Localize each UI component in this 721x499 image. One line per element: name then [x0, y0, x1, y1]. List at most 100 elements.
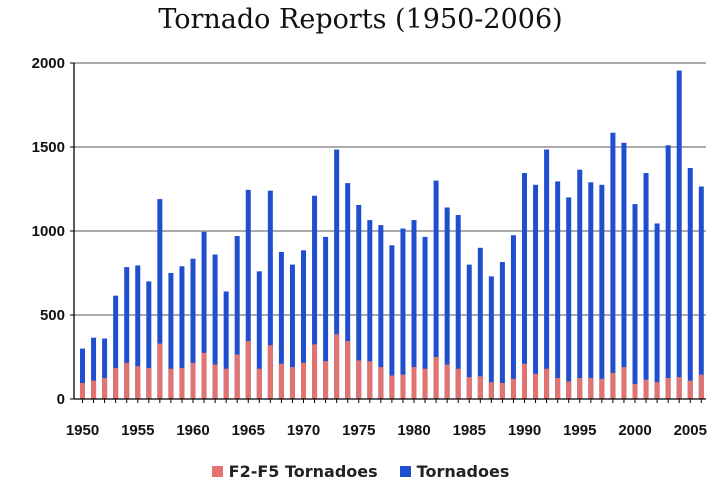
bar-f2-f5-1980 [411, 367, 417, 399]
bar-f2-f5-1979 [400, 374, 406, 399]
bar-f2-f5-1954 [124, 362, 130, 399]
x-tick-labels: 1950 1955 1960 1965 1970 1975 1980 1985 1990 1995… [66, 422, 707, 439]
bar-f2-f5-1975 [356, 360, 362, 399]
x-tick-label-1980: 1980 [397, 422, 430, 439]
bar-tornadoes-1963 [223, 291, 229, 399]
bar-f2-f5-1956 [146, 367, 152, 399]
bar-tornadoes-1969 [289, 264, 295, 399]
bar-tornadoes-1978 [389, 245, 395, 399]
axes [70, 62, 706, 403]
bar-tornadoes-1968 [278, 252, 284, 399]
bar-f2-f5-1998 [610, 372, 616, 399]
x-tick-label-2005: 2005 [674, 422, 707, 439]
bar-tornadoes-1980 [411, 220, 417, 399]
bar-f2-f5-1966 [256, 368, 262, 399]
bar-tornadoes-1972 [323, 236, 329, 399]
y-tick-label-0: 0 [57, 391, 65, 408]
bar-f2-f5-1971 [312, 344, 318, 399]
bar-f2-f5-1970 [301, 362, 306, 399]
bar-tornadoes-2002 [654, 223, 660, 399]
bar-f2-f5-2006 [698, 374, 704, 399]
bar-f2-f5-1973 [334, 334, 340, 399]
bar-tornadoes-1952 [102, 338, 108, 399]
bar-f2-f5-1950 [80, 383, 85, 399]
bar-f2-f5-1958 [168, 368, 174, 399]
bar-tornadoes-1974 [345, 183, 351, 399]
bar-tornadoes-1994 [566, 197, 572, 399]
bar-f2-f5-1991 [533, 373, 539, 399]
bar-tornadoes-1967 [267, 190, 273, 399]
bar-f2-f5-1977 [378, 367, 384, 399]
bar-tornadoes-1979 [400, 228, 406, 399]
bar-f2-f5-1978 [389, 375, 395, 399]
bar-tornadoes-1957 [157, 199, 163, 399]
bar-tornadoes-1986 [477, 247, 483, 399]
bar-f2-f5-1989 [510, 378, 516, 399]
x-tick-label-1985: 1985 [453, 422, 486, 439]
bar-f2-f5-1968 [278, 363, 284, 399]
bar-tornadoes-1951 [91, 337, 97, 399]
bar-f2-f5-1992 [544, 368, 550, 399]
bar-tornadoes-1965 [245, 189, 251, 399]
bar-tornadoes-1950 [80, 348, 85, 399]
bar-f2-f5-1963 [223, 368, 229, 399]
bar-tornadoes-1988 [499, 262, 505, 399]
bar-tornadoes-1961 [201, 231, 207, 399]
bar-tornadoes-1953 [113, 295, 119, 399]
bar-tornadoes-1976 [367, 220, 373, 399]
bar-tornadoes-1995 [577, 169, 583, 399]
bar-f2-f5-1981 [422, 368, 428, 399]
bar-tornadoes-2003 [665, 145, 671, 399]
legend-swatch-f2-f5 [211, 466, 223, 477]
legend-swatch-tornadoes [399, 466, 411, 477]
x-tick-label-2000: 2000 [618, 422, 651, 439]
bar-tornadoes-1982 [433, 180, 439, 399]
legend-label-tornadoes: Tornadoes [416, 462, 510, 481]
bar-f2-f5-1995 [577, 378, 583, 399]
bar-tornadoes-1992 [544, 149, 550, 399]
bar-tornadoes-1955 [135, 265, 141, 399]
bar-tornadoes-1997 [599, 184, 605, 399]
bar-f2-f5-2002 [654, 382, 660, 399]
bar-f2-f5-2001 [643, 379, 649, 399]
bar-tornadoes-1960 [190, 258, 196, 399]
bar-f2-f5-1993 [555, 378, 561, 399]
bar-f2-f5-2005 [687, 380, 693, 399]
bar-tornadoes-1964 [234, 236, 240, 399]
bar-f2-f5-1955 [135, 366, 141, 399]
bar-f2-f5-1976 [367, 361, 373, 399]
bar-f2-f5-1997 [599, 378, 605, 399]
bar-f2-f5-1985 [466, 377, 472, 399]
legend-label-f2-f5: F2-F5 Tornadoes [228, 462, 378, 481]
bar-f2-f5-1961 [201, 352, 207, 399]
bar-f2-f5-1987 [488, 382, 494, 399]
bar-f2-f5-1990 [522, 363, 527, 399]
f2-f5-series [80, 334, 704, 399]
x-tick-label-1990: 1990 [508, 422, 541, 439]
bar-tornadoes-1990 [522, 173, 527, 399]
legend-item-f2-f5: F2-F5 Tornadoes [211, 462, 378, 481]
bar-f2-f5-1969 [289, 367, 295, 399]
bar-tornadoes-1977 [378, 225, 384, 399]
bar-f2-f5-1974 [345, 341, 351, 399]
bar-tornadoes-1954 [124, 267, 130, 399]
y-tick-label-1000: 1000 [32, 223, 65, 240]
bar-tornadoes-1975 [356, 204, 362, 399]
bar-tornadoes-2004 [676, 70, 682, 399]
x-tick-label-1950: 1950 [66, 422, 99, 439]
bar-tornadoes-1959 [179, 266, 185, 399]
bar-tornadoes-2005 [687, 168, 693, 399]
bar-tornadoes-1956 [146, 281, 152, 399]
y-tick-label-2000: 2000 [32, 55, 65, 72]
bar-f2-f5-1967 [267, 345, 273, 399]
bar-tornadoes-2000 [632, 204, 638, 399]
bar-f2-f5-1982 [433, 357, 439, 399]
y-tick-labels: 0 500 1000 1500 2000 [32, 55, 65, 408]
x-tick-label-1970: 1970 [287, 422, 320, 439]
bar-f2-f5-1984 [455, 368, 461, 399]
chart-title: Tornado Reports (1950-2006) [158, 4, 563, 35]
bar-tornadoes-1996 [588, 182, 594, 399]
bar-tornadoes-2006 [698, 186, 704, 399]
bar-tornadoes-1987 [488, 276, 494, 399]
bar-f2-f5-1986 [477, 376, 483, 399]
